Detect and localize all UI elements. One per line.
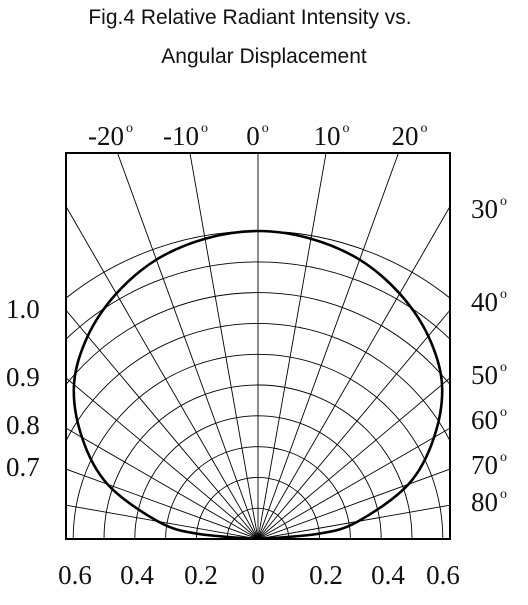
angle-label-right-80: 80 (471, 487, 498, 517)
curve-group (72, 229, 444, 539)
angle-label-top-1-degree: o (201, 121, 208, 136)
angle-label-right-30-degree: o (500, 194, 507, 209)
angle-label-top-2: 0 (246, 121, 260, 151)
grid-radial-30 (257, 205, 450, 539)
grid-radial-40 (257, 309, 450, 539)
bottom-axis-label-0: 0.6 (58, 560, 92, 590)
bottom-axis-label-2: 0.2 (184, 560, 218, 590)
grid-radial-m30 (66, 205, 259, 539)
grid-arc-9 (66, 261, 450, 340)
grid-radial-10 (257, 153, 327, 539)
angle-label-top-1: -10 (163, 121, 199, 151)
plot-frame (65, 152, 451, 540)
grid-radial-m80 (66, 504, 259, 539)
angle-label-top-0-degree: o (126, 121, 133, 136)
bottom-axis-label-4: 0.2 (309, 560, 343, 590)
chart-title-line2: Angular Displacement (161, 45, 367, 68)
grid-radial-m10 (189, 153, 259, 539)
angle-label-right-50: 50 (471, 360, 498, 390)
angle-label-right-70-degree: o (500, 450, 507, 465)
grid-radial-60 (257, 427, 450, 539)
grid-radial-m70 (66, 468, 259, 539)
intensity-curve (72, 229, 444, 539)
chart-title-line1: Fig.4 Relative Radiant Intensity vs. (88, 6, 412, 29)
angle-label-right-50-degree: o (500, 360, 507, 375)
grid-radial-m60 (66, 427, 259, 539)
angle-label-top-4: 20 (392, 121, 419, 151)
grid-radial-80 (257, 504, 450, 539)
angle-label-top-3: 10 (314, 121, 341, 151)
angle-label-top-4-degree: o (421, 121, 428, 136)
bottom-axis-label-3: 0 (251, 560, 265, 590)
angle-label-right-40-degree: o (500, 287, 507, 302)
grid-radial-m50 (66, 377, 259, 539)
bottom-axis-label-5: 0.4 (371, 560, 405, 590)
angle-label-right-30: 30 (471, 194, 498, 224)
bottom-axis-label-1: 0.4 (120, 560, 154, 590)
angle-label-right-40: 40 (471, 287, 498, 317)
radius-label-left-0: 1.0 (6, 294, 40, 324)
angle-label-right-70: 70 (471, 450, 498, 480)
angle-label-top-2-degree: o (262, 121, 269, 136)
bottom-axis-label-6: 0.6 (426, 560, 460, 590)
angle-label-right-60: 60 (471, 405, 498, 435)
angle-label-top-0: -20 (88, 121, 124, 151)
radius-label-left-3: 0.7 (6, 452, 40, 482)
angle-label-right-80-degree: o (500, 487, 507, 502)
grid-radial-50 (257, 377, 450, 539)
angle-label-top-3-degree: o (343, 121, 350, 136)
radius-label-left-2: 0.8 (6, 410, 40, 440)
grid-radial-70 (257, 468, 450, 539)
angle-label-right-60-degree: o (500, 405, 507, 420)
radius-label-left-1: 0.9 (6, 362, 40, 392)
grid-radial-m40 (66, 309, 259, 539)
